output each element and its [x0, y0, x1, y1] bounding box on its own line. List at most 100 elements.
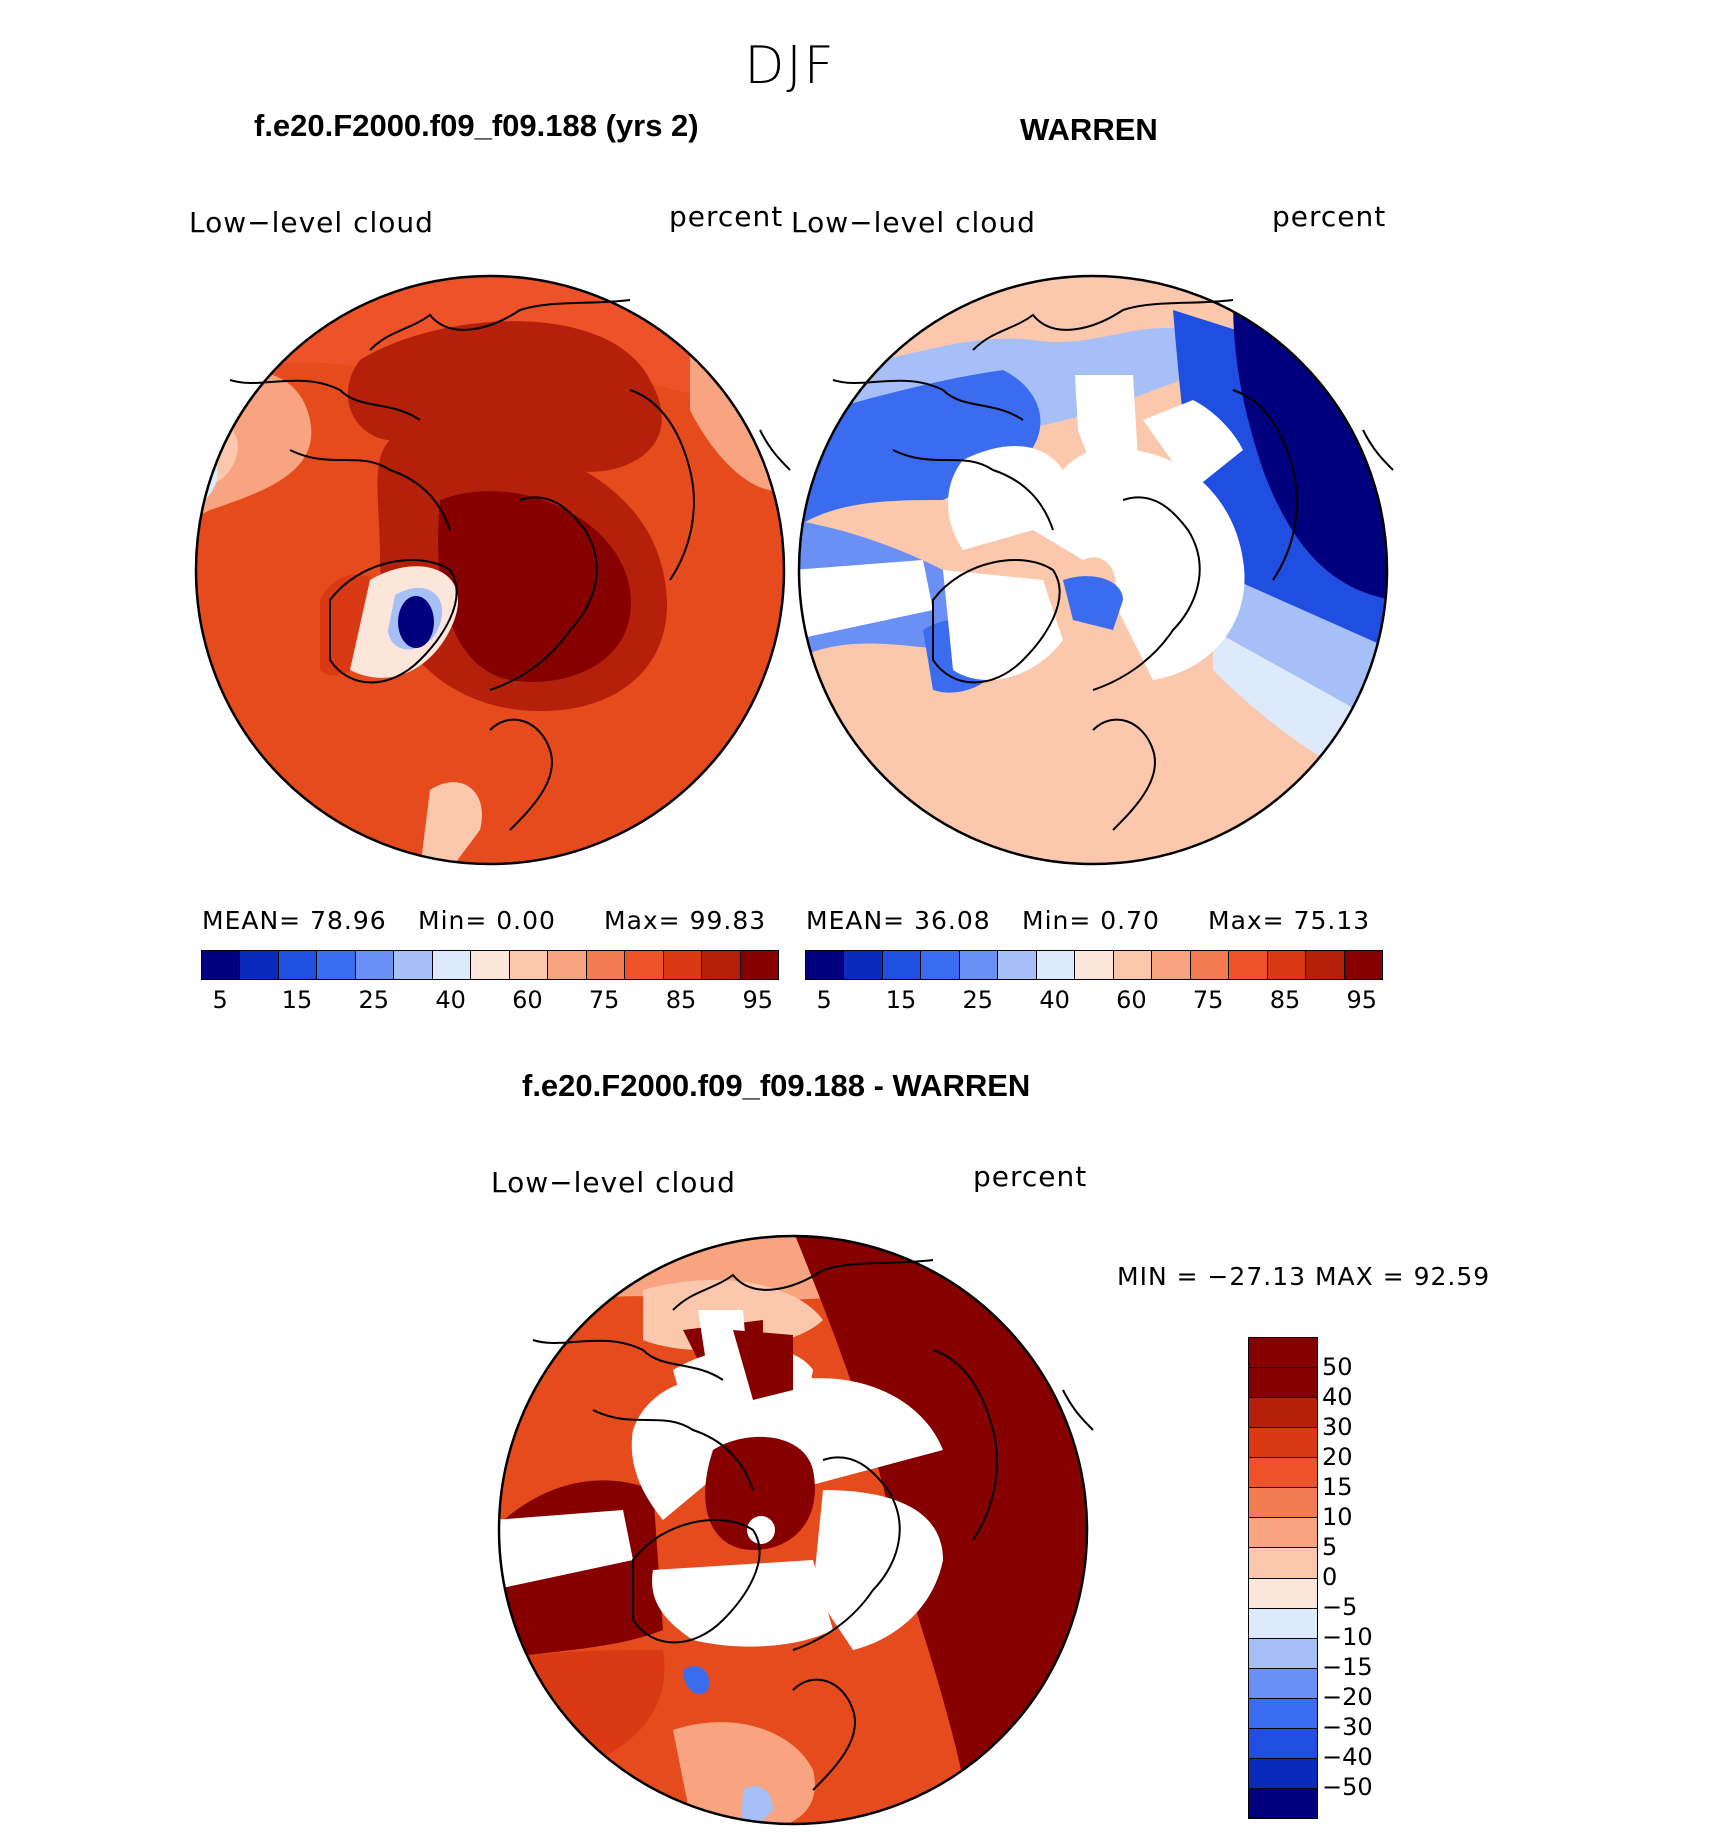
panel3-colorbar-box-9 — [1249, 1608, 1317, 1639]
panel2-missing-sector-d — [799, 560, 933, 640]
panel1-field-deep — [438, 491, 631, 682]
panel2-colorbar-box-5 — [998, 951, 1037, 979]
panel1-tick-label-2: 25 — [358, 986, 390, 1014]
panel2-tick-label-1: 15 — [885, 986, 917, 1014]
panel2-coastlines — [832, 299, 1394, 831]
panel1-colorbar-box-9 — [548, 951, 587, 979]
panel3-colorbar-box-10 — [1249, 1638, 1317, 1669]
panel3-tick-label-14: −50 — [1322, 1773, 1373, 1801]
panel1-tick-label-1: 15 — [281, 986, 313, 1014]
panel2-missing-sector-c — [948, 446, 1063, 550]
panel3-units-label: percent — [973, 1160, 1088, 1193]
panel3-colorbar-box-7 — [1249, 1548, 1317, 1579]
panel3-polar-map — [497, 1234, 1094, 1826]
panel3-tick-label-1: 40 — [1322, 1383, 1353, 1411]
panel2-missing-sector-e — [943, 570, 1063, 680]
panel2-tick-label-2: 25 — [962, 986, 994, 1014]
panel2-colorbar-box-3 — [921, 951, 960, 979]
panel3-field-deep-wedge-b — [733, 1330, 793, 1400]
panel2-mean: MEAN= 36.08 — [806, 906, 991, 935]
panel1-variable-label: Low−level cloud — [189, 206, 434, 239]
panel1-colorbar-box-2 — [278, 951, 318, 979]
panel1-map-boundary — [194, 274, 786, 866]
panel3-colorbar-box-13 — [1249, 1728, 1317, 1759]
panel3-colorbar — [1248, 1337, 1318, 1819]
panel2-colorbar-box-1 — [844, 951, 883, 979]
panel1-tick-label-0: 5 — [212, 986, 228, 1014]
panel3-title: f.e20.F2000.f09_f09.188 - WARREN — [522, 1068, 1031, 1103]
panel2-colorbar-box-8 — [1113, 951, 1153, 979]
panel1-title: f.e20.F2000.f09_f09.188 (yrs 2) — [254, 108, 699, 143]
panel3-missing-sector-f — [499, 1510, 633, 1590]
panel3-colorbar-box-4 — [1249, 1458, 1317, 1489]
panel2-field-blue-west — [799, 370, 1041, 530]
panel3-tick-label-3: 20 — [1322, 1443, 1353, 1471]
panel3-tick-label-8: −5 — [1322, 1593, 1358, 1621]
panel3-colorbar-ticks: 50 40 30 20 15 10 5 0 −5 −10 −15 −20 −30 −40 −50 — [1322, 1337, 1402, 1817]
panel1-tick-label-4: 60 — [512, 986, 543, 1014]
panel3-missing-wedge-b — [793, 1390, 838, 1450]
panel2-tick-label-7: 95 — [1346, 986, 1378, 1014]
panel3-map-boundary — [497, 1234, 1089, 1826]
panel2-colorbar-box-4 — [959, 951, 999, 979]
panel3-colorbar-box-0 — [1249, 1338, 1317, 1369]
panel3-tick-label-6: 5 — [1322, 1533, 1338, 1561]
season-title: DJF — [744, 36, 836, 96]
panel1-colorbar-box-11 — [625, 951, 664, 979]
panel2-map-boundary — [797, 274, 1389, 866]
panel3-missing-sector-c — [631, 1380, 723, 1520]
panel2-colorbar — [805, 950, 1383, 980]
panel3-field-lightblue-south — [741, 1786, 773, 1824]
panel3-missing-wedge-a — [698, 1310, 748, 1375]
panel1-colorbar-box-1 — [240, 951, 279, 979]
panel2-min: Min= 0.70 — [1022, 906, 1160, 935]
panel1-polar-map — [194, 274, 791, 866]
panel2-colorbar-box-0 — [806, 951, 845, 979]
panel3-tick-label-2: 30 — [1322, 1413, 1353, 1441]
panel1-colorbar-box-4 — [355, 951, 395, 979]
panel1-colorbar-box-8 — [509, 951, 549, 979]
panel3-colorbar-box-2 — [1249, 1398, 1317, 1429]
panel3-tick-label-7: 0 — [1322, 1563, 1338, 1591]
panel3-colorbar-box-6 — [1249, 1518, 1317, 1549]
panel1-colorbar-box-10 — [586, 951, 626, 979]
panel2-max: Max= 75.13 — [1208, 906, 1371, 935]
panel3-tick-label-5: 10 — [1322, 1503, 1353, 1531]
panel3-colorbar-box-11 — [1249, 1668, 1317, 1699]
panel2-colorbar-box-9 — [1152, 951, 1191, 979]
panel3-tick-label-0: 50 — [1322, 1353, 1353, 1381]
panel2-colorbar-box-14 — [1344, 951, 1383, 979]
panel1-mean: MEAN= 78.96 — [202, 906, 387, 935]
panel2-field-lightblue-east — [1213, 570, 1387, 740]
panel3-field-light-south — [673, 1722, 815, 1824]
panel2-colorbar-box-12 — [1267, 951, 1307, 979]
panel3-colorbar-box-5 — [1249, 1488, 1317, 1519]
panel2-colorbar-box-10 — [1190, 951, 1230, 979]
panel1-field-light-south — [420, 782, 482, 864]
panel3-colorbar-box-8 — [1249, 1578, 1317, 1609]
panel1-colorbar-box-7 — [471, 951, 510, 979]
panel3-colorbar-box-1 — [1249, 1368, 1317, 1399]
panel2-units-label: percent — [1272, 200, 1387, 233]
panel3-tick-label-11: −20 — [1322, 1683, 1373, 1711]
panel2-colorbar-box-2 — [882, 951, 922, 979]
panel1-tick-label-7: 95 — [742, 986, 774, 1014]
panel1-colorbar-box-5 — [394, 951, 433, 979]
panel2-title: WARREN — [1020, 112, 1158, 147]
panel2-colorbar-box-13 — [1306, 951, 1345, 979]
panel3-tick-label-4: 15 — [1322, 1473, 1353, 1501]
panel2-tick-label-5: 75 — [1192, 986, 1224, 1014]
panel3-missing-sector-d — [813, 1490, 943, 1650]
panel2-tick-label-0: 5 — [816, 986, 832, 1014]
panel3-tick-label-12: −30 — [1322, 1713, 1373, 1741]
panel3-colorbar-box-3 — [1249, 1428, 1317, 1459]
panel2-missing-core — [1033, 448, 1245, 680]
panel3-colorbar-box-15 — [1249, 1788, 1317, 1818]
panel3-field-blue-small — [683, 1666, 709, 1694]
panel2-missing-wedge-a — [1075, 375, 1138, 470]
panel1-tick-label-5: 75 — [588, 986, 620, 1014]
panel2-variable-label: Low−level cloud — [791, 206, 1036, 239]
panel2-tick-label-6: 85 — [1269, 986, 1301, 1014]
panel2-polar-map — [797, 274, 1394, 866]
panel1-colorbar-box-6 — [432, 951, 472, 979]
